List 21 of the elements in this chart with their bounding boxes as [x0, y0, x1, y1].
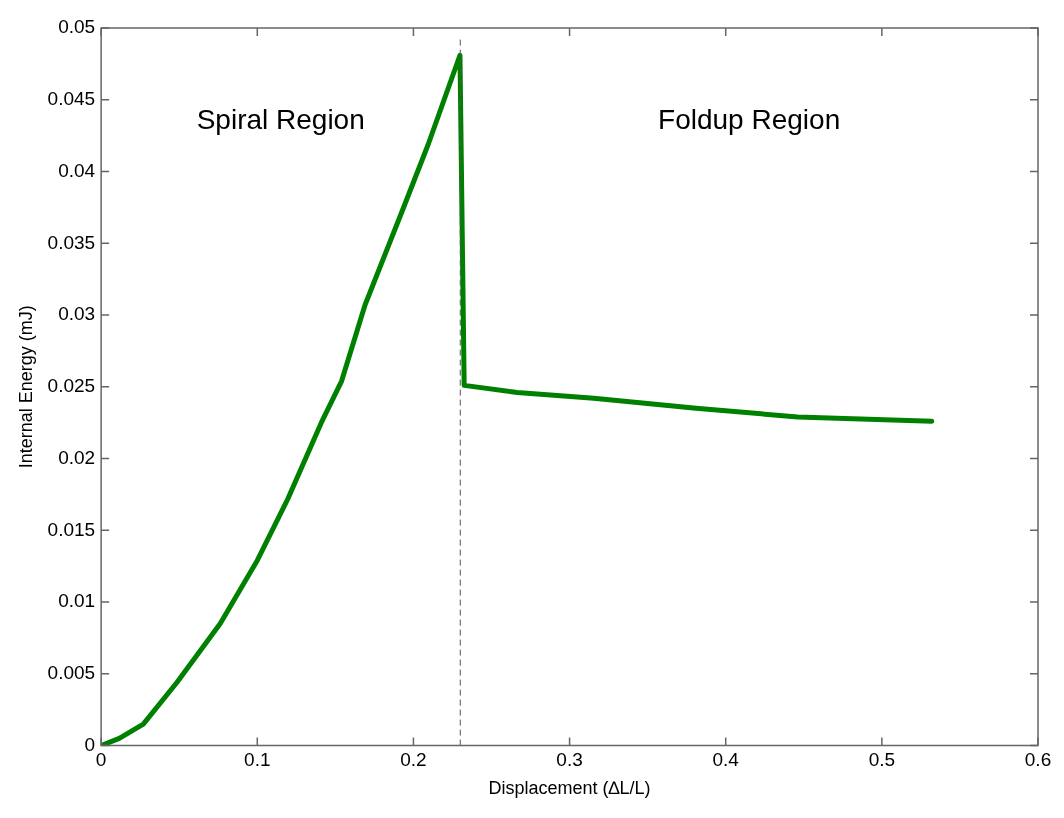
y-tick-label: 0.045 [47, 87, 96, 109]
annotation: Foldup Region [658, 104, 841, 136]
y-tick-label: 0.035 [47, 231, 96, 253]
y-tick-label: 0 [84, 733, 96, 755]
y-tick-label: 0.015 [47, 518, 96, 540]
y-tick-label: 0.05 [58, 16, 96, 38]
x-tick-label: 0.6 [1024, 749, 1052, 771]
y-tick-label: 0.03 [58, 303, 96, 325]
y-tick-label: 0.04 [58, 159, 96, 181]
y-axis-title: Internal Energy (mJ) [15, 305, 36, 469]
x-tick-label: 0.2 [400, 749, 427, 771]
y-tick-label: 0.005 [47, 662, 96, 684]
x-axis-title: Displacement (∆L/L) [488, 778, 651, 799]
x-tick-label: 0.4 [712, 749, 740, 771]
x-tick-label: 0.5 [868, 749, 896, 771]
y-tick-label: 0.025 [47, 375, 96, 397]
y-tick-label: 0.01 [58, 590, 96, 612]
x-tick-label: 0.3 [556, 749, 583, 771]
x-tick-label: 0.1 [244, 749, 271, 771]
annotation: Spiral Region [196, 104, 365, 136]
y-tick-label: 0.02 [58, 446, 96, 468]
